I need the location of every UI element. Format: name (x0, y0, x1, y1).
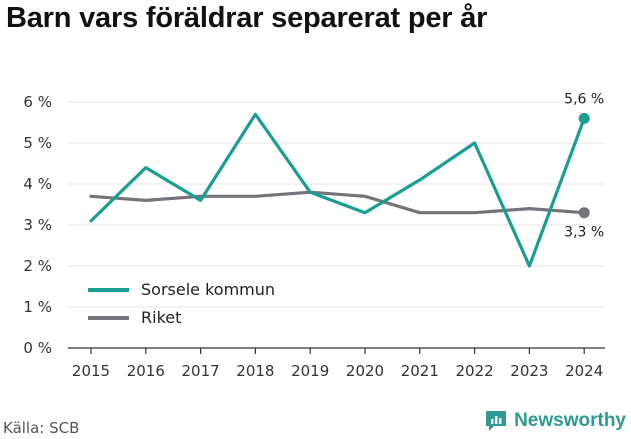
brand-name: Newsworthy (514, 410, 626, 431)
newsworthy-logo-icon (486, 411, 507, 431)
x-tick-label: 2019 (291, 362, 329, 380)
y-tick-label: 2 % (23, 257, 52, 275)
x-tick-label: 2016 (127, 362, 165, 380)
legend: Sorsele kommun Riket (88, 280, 275, 327)
x-tick-label: 2023 (510, 362, 548, 380)
legend-label: Sorsele kommun (141, 280, 275, 299)
end-value-label: 3,3 % (564, 225, 604, 241)
brand-logo: Newsworthy (484, 409, 626, 433)
x-tick-label: 2017 (182, 362, 220, 380)
gridlines (68, 101, 605, 308)
x-axis: 2015 2016 2017 2018 2019 2020 2021 2022 2023 2024 (68, 347, 605, 380)
x-tick-label: 2021 (401, 362, 439, 380)
end-point-marker (578, 207, 590, 219)
x-tick-label: 2015 (72, 362, 110, 380)
y-tick-label: 3 % (23, 216, 52, 234)
series-line-0 (89, 112, 586, 268)
y-tick-label: 6 % (23, 93, 52, 111)
end-value-label: 5,6 % (564, 91, 604, 107)
y-tick-label: 4 % (23, 175, 52, 193)
y-tick-label: 0 % (23, 339, 52, 357)
chart-title: Barn vars föräldrar separerat per år (6, 2, 488, 34)
x-tick-label: 2024 (565, 362, 603, 380)
series-line-1 (89, 190, 586, 215)
x-tick-label: 2022 (456, 362, 494, 380)
legend-label: Riket (141, 308, 181, 327)
end-markers: 5,6 % 3,3 % (564, 91, 604, 240)
source-label: Källa: SCB (3, 419, 80, 437)
y-tick-label: 5 % (23, 134, 52, 152)
y-tick-label: 1 % (23, 298, 52, 316)
series-lines (89, 112, 586, 268)
x-tick-label: 2020 (346, 362, 384, 380)
end-point-marker (578, 112, 590, 124)
x-tick-label: 2018 (236, 362, 274, 380)
y-axis: 0 % 1 % 2 % 3 % 4 % 5 % 6 % (23, 93, 52, 357)
